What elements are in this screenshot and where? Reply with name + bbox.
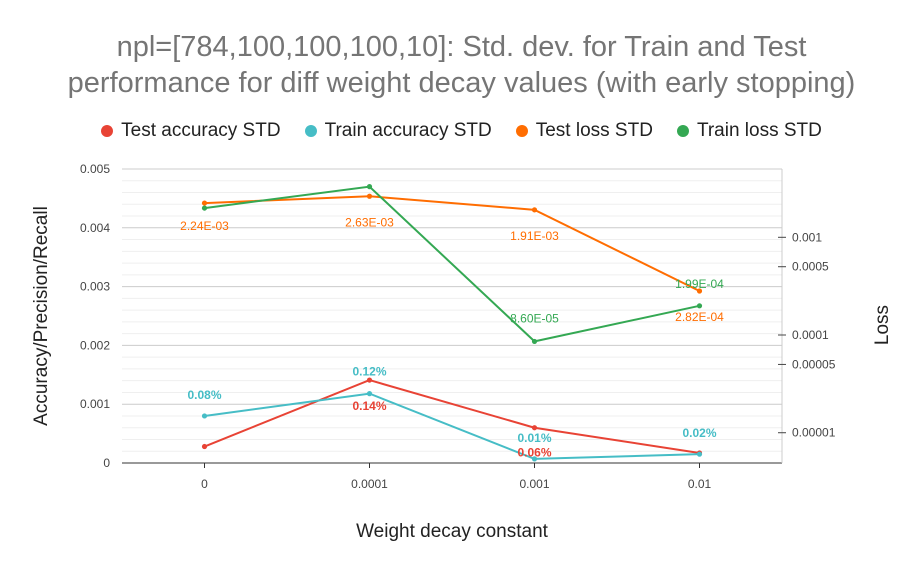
legend-swatch-test-loss: [515, 125, 528, 137]
legend: Test accuracy STD Train accuracy STD Tes…: [0, 118, 923, 144]
train-accuracy-data-label: 0.02%: [682, 426, 716, 440]
train-loss-point: [696, 303, 703, 309]
test-loss-point: [366, 193, 373, 199]
test-accuracy-point: [531, 425, 538, 431]
y2-tick-label: 0.00001: [792, 426, 836, 440]
test-accuracy-point: [201, 443, 208, 450]
legend-label-test-loss: Test loss STD: [535, 120, 653, 141]
train-loss-data-label: 1.99E-04: [675, 277, 724, 291]
y2-axis-title: Loss: [872, 305, 893, 345]
y2-tick-label: 0.0001: [792, 328, 829, 342]
y-tick-label: 0: [103, 456, 110, 470]
chart-title-line-2: performance for diff weight decay values…: [67, 67, 856, 99]
test-accuracy-point: [366, 377, 373, 383]
y-tick-label: 0.001: [80, 397, 110, 411]
train-accuracy-point: [366, 391, 373, 397]
train-loss-point: [201, 205, 208, 211]
y-tick-label: 0.003: [80, 280, 110, 294]
train-accuracy-data-label: 0.12%: [352, 365, 386, 379]
x-tick-label: 0.0001: [351, 477, 388, 491]
test-loss-data-label: 2.63E-03: [345, 215, 394, 229]
train-accuracy-point: [696, 451, 703, 457]
test-loss-point: [696, 288, 703, 294]
legend-swatch-train-loss: [676, 125, 689, 137]
train-accuracy-point: [531, 456, 538, 462]
test-loss-data-label: 1.91E-03: [510, 229, 559, 243]
legend-label-train-loss: Train loss STD: [696, 120, 822, 141]
test-loss-data-label: 2.82E-04: [675, 310, 724, 324]
legend-item-train-accuracy[interactable]: Train accuracy STD: [304, 120, 492, 142]
test-accuracy-line: [204, 379, 700, 454]
y2-tick-label: 0.001: [792, 230, 822, 244]
test-accuracy-data-label: 0.14%: [352, 399, 386, 413]
train-accuracy-line: [204, 392, 700, 460]
test-loss-line: [204, 195, 700, 292]
y-axis-title: Accuracy/Precision/Recall: [31, 206, 52, 426]
legend-swatch-train-accuracy: [304, 125, 317, 137]
x-axis-title: Weight decay constant: [356, 521, 549, 542]
train-accuracy-point: [201, 413, 208, 419]
chart-title-line-1: npl=[784,100,100,100,10]: Std. dev. for …: [116, 31, 807, 63]
test-accuracy-data-label: 0.06%: [517, 446, 551, 460]
train-accuracy-data-label: 0.08%: [187, 388, 221, 402]
y2-tick-label: 0.00005: [792, 357, 836, 371]
test-loss-data-label: 2.24E-03: [180, 219, 229, 233]
y2-tick-label: 0.0005: [792, 260, 829, 274]
legend-label-test-accuracy: Test accuracy STD: [121, 120, 281, 141]
test-loss-point: [531, 207, 538, 213]
legend-item-test-loss[interactable]: Test loss STD: [515, 120, 653, 142]
legend-item-train-loss[interactable]: Train loss STD: [676, 120, 822, 142]
train-loss-point: [366, 184, 373, 190]
x-tick-label: 0.001: [519, 477, 549, 491]
legend-swatch-test-accuracy: [101, 125, 114, 137]
legend-label-train-accuracy: Train accuracy STD: [324, 120, 492, 141]
test-loss-point: [201, 200, 208, 206]
y-tick-label: 0.004: [80, 221, 110, 235]
x-tick-label: 0.01: [688, 477, 712, 491]
train-loss-data-label: 8.60E-05: [510, 311, 559, 325]
train-loss-point: [531, 338, 538, 345]
train-loss-line: [204, 185, 700, 343]
train-accuracy-data-label: 0.01%: [517, 431, 551, 445]
y-tick-label: 0.002: [80, 338, 110, 352]
legend-item-test-accuracy[interactable]: Test accuracy STD: [101, 120, 281, 142]
y-tick-label: 0.005: [80, 162, 110, 176]
x-tick-label: 0: [201, 477, 208, 491]
